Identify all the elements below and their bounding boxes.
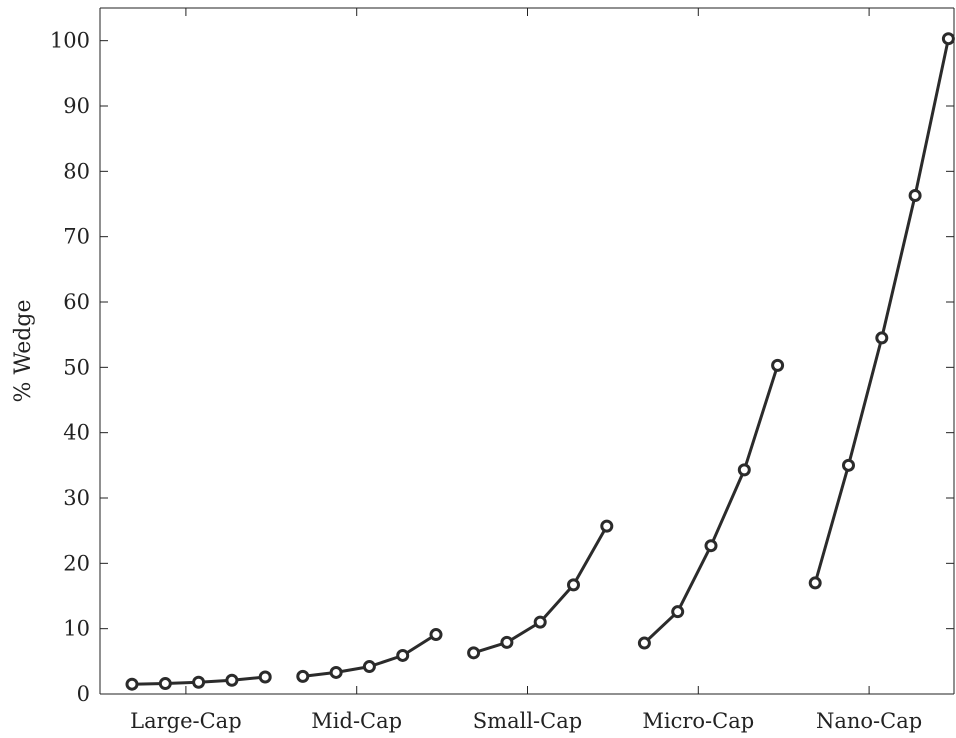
x-tick-label: Mid-Cap (311, 709, 402, 733)
y-axis-title: % Wedge (11, 300, 36, 403)
x-tick-label: Small-Cap (473, 709, 582, 733)
y-tick-label: 100 (50, 29, 90, 53)
data-point (808, 576, 822, 590)
x-ticks: Large-Cap Mid-Cap Small-Cap Micro-Cap Nano-C… (130, 8, 922, 733)
data-point (704, 539, 718, 553)
data-point (941, 32, 955, 46)
y-tick-label: 80 (63, 159, 90, 183)
data-point (875, 331, 889, 345)
series-group (125, 32, 955, 691)
data-point (258, 670, 272, 684)
y-tick-label: 30 (63, 486, 90, 510)
axes (99, 7, 955, 695)
y-tick-label: 0 (77, 682, 90, 706)
data-point (429, 628, 443, 642)
data-point (329, 665, 343, 679)
y-tick-label: 90 (63, 94, 90, 118)
data-point (908, 189, 922, 203)
data-point (500, 635, 514, 649)
data-point (192, 675, 206, 689)
data-point (737, 463, 751, 477)
x-tick-label: Micro-Cap (642, 709, 754, 733)
data-point (467, 646, 481, 660)
y-tick-label: 20 (63, 551, 90, 575)
data-point (637, 636, 651, 650)
y-ticks: 0 10 20 30 40 50 60 70 80 90 100 (50, 29, 954, 706)
x-tick-label: Nano-Cap (816, 709, 922, 733)
data-point (600, 519, 614, 533)
y-tick-label: 70 (63, 225, 90, 249)
series-line-micro-cap (643, 364, 780, 645)
data-point (125, 677, 139, 691)
y-tick-label: 60 (63, 290, 90, 314)
data-point (158, 677, 172, 691)
y-tick-label: 50 (63, 355, 90, 379)
series-line-nano-cap (813, 38, 950, 584)
data-point (225, 673, 239, 687)
data-point (533, 615, 547, 629)
data-point (771, 358, 785, 372)
series-line-small-cap (473, 525, 609, 655)
data-point (396, 648, 410, 662)
data-point (567, 578, 580, 592)
x-tick-label: Large-Cap (130, 709, 242, 733)
data-point (842, 458, 855, 472)
data-point (296, 669, 310, 683)
y-tick-label: 10 (63, 617, 90, 641)
data-point (671, 605, 685, 619)
data-point (362, 660, 376, 674)
y-tick-label: 40 (63, 421, 90, 445)
